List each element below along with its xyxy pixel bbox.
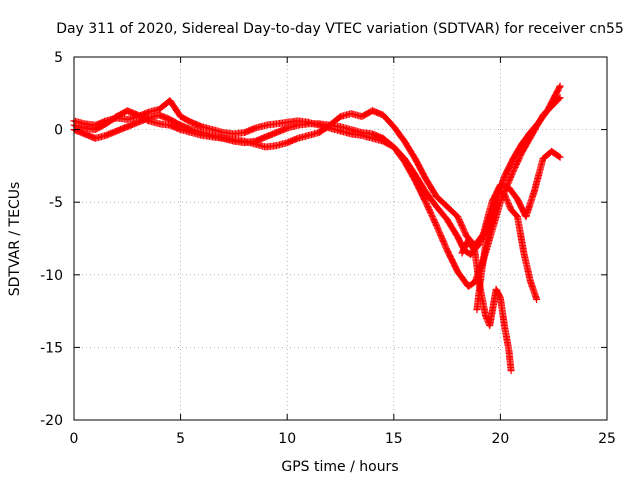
y-tick-label: -15: [40, 340, 63, 356]
plot-frame: [73, 56, 608, 421]
y-tick-label: -5: [49, 195, 63, 211]
y-tick-label: -10: [40, 268, 63, 284]
series-track-5: [473, 187, 541, 314]
x-tick-label: 10: [278, 431, 296, 447]
y-tick-label: -20: [40, 413, 63, 429]
x-tick-label: 0: [70, 431, 79, 447]
x-axis-label: GPS time / hours: [281, 459, 398, 475]
series-markers: [70, 94, 564, 290]
x-tick-label: 15: [385, 431, 403, 447]
series-track-2: [70, 94, 564, 290]
x-tick-label: 25: [598, 431, 616, 447]
y-tick-label: 0: [54, 123, 63, 139]
x-tick-label: 5: [176, 431, 185, 447]
y-axis-label: SDTVAR / TECUs: [7, 182, 23, 297]
y-tick-label: 5: [54, 50, 63, 66]
data-points: [70, 82, 564, 375]
chart-title: Day 311 of 2020, Sidereal Day-to-day VTE…: [56, 21, 624, 37]
x-tick-label: 20: [491, 431, 509, 447]
series-markers: [473, 187, 541, 314]
axis-ticks: 0 5 10 15 20 25 5 0 -5 -10 -15 -20: [40, 50, 616, 447]
